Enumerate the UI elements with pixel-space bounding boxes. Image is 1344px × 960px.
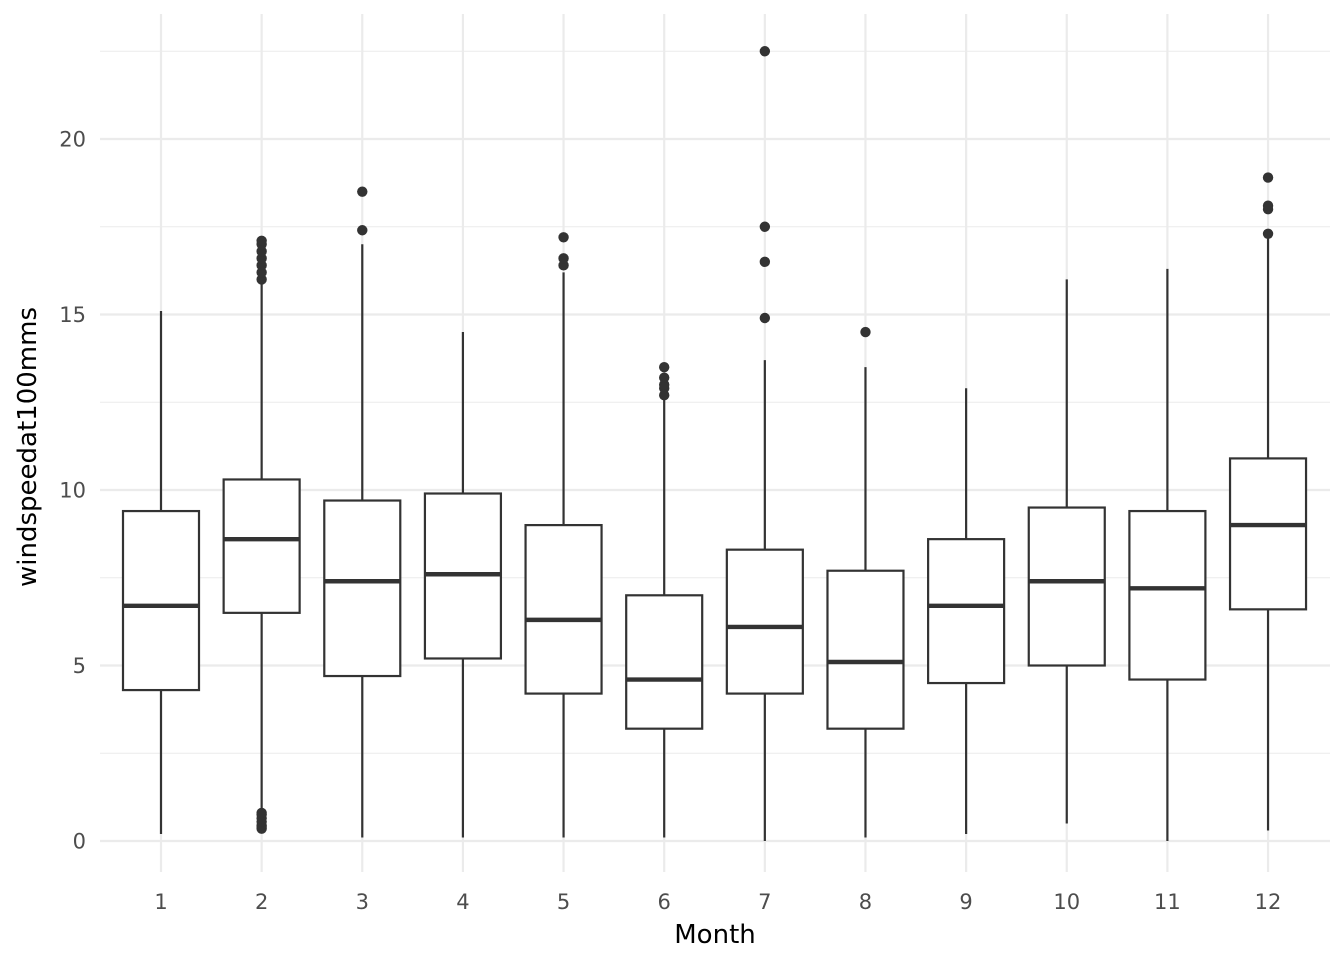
y-tick-label: 10 xyxy=(59,479,86,503)
boxes xyxy=(121,46,1308,841)
x-axis-title: Month xyxy=(674,920,756,950)
outlier-point xyxy=(256,235,267,246)
outlier-point xyxy=(659,361,670,373)
outlier-point xyxy=(860,326,871,338)
box-month-10 xyxy=(1027,279,1106,824)
box-iqr xyxy=(725,548,804,695)
box-iqr xyxy=(625,594,704,730)
x-tick-label: 5 xyxy=(557,890,570,914)
box-iqr xyxy=(826,569,905,730)
outlier-point xyxy=(1262,172,1274,183)
outlier-point xyxy=(759,256,771,268)
box-iqr xyxy=(524,523,603,695)
outlier-point xyxy=(357,225,368,236)
outlier-point xyxy=(558,232,569,243)
box-month-6 xyxy=(625,361,704,838)
y-axis-title: windspeedat100mms xyxy=(13,307,43,587)
x-tick-label: 2 xyxy=(255,890,268,914)
outlier-point xyxy=(357,186,368,197)
grid-major xyxy=(100,14,1330,872)
box-month-2 xyxy=(222,235,301,834)
box-month-8 xyxy=(826,326,905,838)
y-tick-label: 5 xyxy=(73,654,86,678)
x-axis-tick-labels: 1 2 3 4 5 6 7 8 9 10 11 12 xyxy=(154,890,1281,914)
x-tick-label: 1 xyxy=(154,890,167,914)
box-iqr xyxy=(1228,457,1308,611)
outlier-point xyxy=(1262,228,1274,239)
box-iqr xyxy=(927,538,1006,685)
outlier-point xyxy=(1262,200,1274,211)
y-tick-label: 15 xyxy=(59,303,86,327)
box-month-5 xyxy=(524,232,603,838)
box-month-11 xyxy=(1128,268,1207,841)
x-tick-label: 7 xyxy=(758,890,771,914)
box-month-1 xyxy=(121,310,201,834)
x-tick-label: 9 xyxy=(959,890,972,914)
x-tick-label: 8 xyxy=(859,890,872,914)
outlier-point xyxy=(759,46,771,57)
box-month-4 xyxy=(423,332,503,838)
box-iqr xyxy=(323,499,402,678)
y-tick-label: 0 xyxy=(73,830,86,854)
outlier-point xyxy=(256,807,267,819)
outlier-point xyxy=(759,312,771,324)
grid-minor xyxy=(100,50,1330,754)
x-tick-label: 11 xyxy=(1154,890,1181,914)
box-month-3 xyxy=(323,186,402,838)
box-month-12 xyxy=(1228,172,1308,831)
box-month-9 xyxy=(927,388,1006,834)
outlier-point xyxy=(659,372,670,383)
x-tick-label: 6 xyxy=(658,890,671,914)
box-iqr xyxy=(222,478,301,614)
x-tick-label: 3 xyxy=(356,890,369,914)
y-axis-tick-labels: 0 5 10 15 20 xyxy=(59,128,86,854)
outlier-point xyxy=(759,221,771,232)
y-tick-label: 20 xyxy=(59,128,86,152)
box-iqr xyxy=(1027,506,1106,667)
box-iqr xyxy=(121,509,201,692)
x-tick-label: 4 xyxy=(456,890,469,914)
x-tick-label: 10 xyxy=(1053,890,1080,914)
outlier-point xyxy=(558,253,569,264)
x-tick-label: 12 xyxy=(1255,890,1282,914)
box-month-7 xyxy=(725,46,804,841)
box-iqr xyxy=(1128,509,1207,681)
